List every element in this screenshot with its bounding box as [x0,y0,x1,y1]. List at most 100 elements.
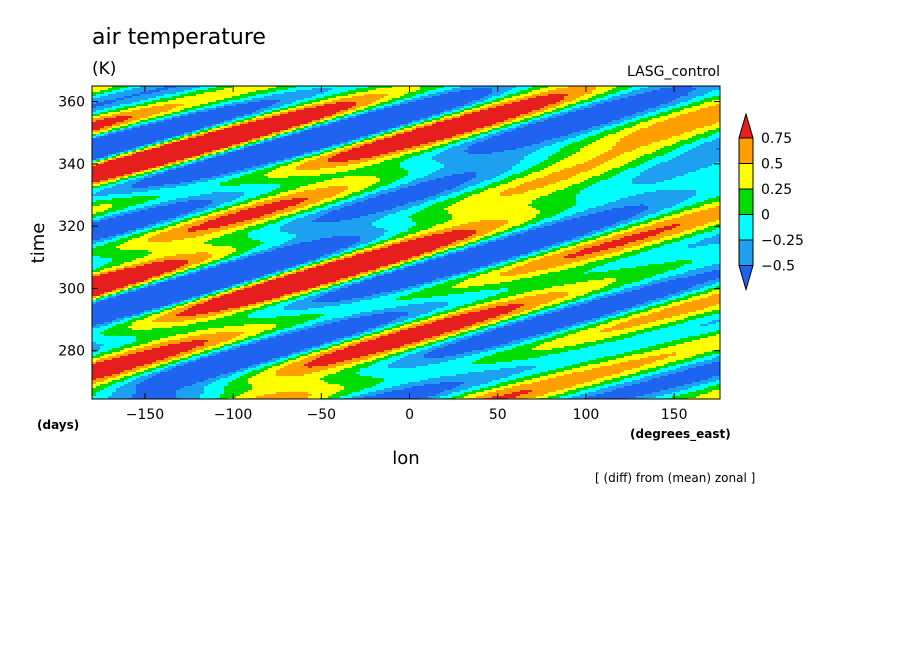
heatmap-cell [344,134,348,136]
heatmap-cell [204,96,208,98]
heatmap-cell [424,138,428,140]
heatmap-cell [232,124,236,126]
heatmap-cell [228,90,232,92]
heatmap-cell [592,136,596,138]
heatmap-cell [356,104,360,106]
heatmap-cell [620,128,624,130]
heatmap-cell [612,144,616,146]
heatmap-cell [632,120,636,122]
heatmap-cell [164,92,168,94]
heatmap-cell [656,96,660,98]
heatmap-cell [444,98,448,100]
heatmap-cell [308,112,312,114]
heatmap-cell [376,140,380,142]
heatmap-cell [592,90,596,92]
heatmap-cell [592,118,596,120]
heatmap-cell [276,134,280,136]
heatmap-cell [252,106,256,108]
heatmap-cell [460,124,464,126]
heatmap-cell [288,100,292,102]
heatmap-cell [708,134,712,136]
heatmap-cell [484,108,488,110]
heatmap-cell [196,148,200,150]
heatmap-cell [628,112,632,114]
heatmap-cell [208,92,212,94]
heatmap-cell [532,120,536,122]
heatmap-cell [576,92,580,94]
heatmap-cell [472,90,476,92]
heatmap-cell [412,110,416,112]
heatmap-cell [504,110,508,112]
heatmap-cell [476,112,480,114]
heatmap-cell [444,140,448,142]
heatmap-cell [660,138,664,140]
heatmap-cell [664,102,668,104]
heatmap-cell [476,148,480,150]
heatmap-cell [660,144,664,146]
heatmap-cell [612,104,616,106]
heatmap-cell [512,104,516,106]
heatmap-cell [680,130,684,132]
heatmap-cell [100,112,104,114]
heatmap-cell [712,146,716,148]
heatmap-cell [104,124,108,126]
heatmap-cell [296,124,300,126]
heatmap-cell [152,106,156,108]
heatmap-cell [112,96,116,98]
heatmap-cell [388,110,392,112]
heatmap-cell [220,120,224,122]
heatmap-cell [440,144,444,146]
heatmap-cell [368,96,372,98]
heatmap-cell [336,120,340,122]
heatmap-cell [136,112,140,114]
heatmap-cell [668,90,672,92]
heatmap-cell [256,118,260,120]
heatmap-cell [652,120,656,122]
heatmap-cell [184,110,188,112]
heatmap-cell [236,114,240,116]
heatmap-cell [708,118,712,120]
heatmap-cell [508,134,512,136]
heatmap-cell [468,122,472,124]
heatmap-cell [716,140,720,142]
heatmap-cell [688,114,692,116]
heatmap-cell [636,144,640,146]
heatmap-cell [400,136,404,138]
heatmap-cell [100,104,104,106]
heatmap-cell [184,114,188,116]
heatmap-cell [96,140,100,142]
heatmap-cell [692,120,696,122]
heatmap-cell [128,96,132,98]
heatmap-cell [572,118,576,120]
heatmap-cell [440,134,444,136]
heatmap-cell [348,118,352,120]
heatmap-cell [264,96,268,98]
heatmap-cell [144,146,148,148]
heatmap-cell [524,88,528,90]
heatmap-cell [516,128,520,130]
heatmap-cell [412,142,416,144]
heatmap-cell [144,118,148,120]
heatmap-cell [592,128,596,130]
heatmap-cell [604,110,608,112]
heatmap-cell [484,116,488,118]
heatmap-cell [396,144,400,146]
heatmap-cell [160,106,164,108]
heatmap-cell [232,148,236,150]
heatmap-cell [464,126,468,128]
heatmap-cell [232,104,236,106]
heatmap-cell [516,142,520,144]
heatmap-cell [464,132,468,134]
heatmap-cell [176,100,180,102]
heatmap-cell [688,100,692,102]
heatmap-cell [264,142,268,144]
heatmap-cell [172,112,176,114]
heatmap-cell [332,88,336,90]
heatmap-cell [324,106,328,108]
heatmap-cell [604,146,608,148]
heatmap-cell [176,96,180,98]
heatmap-cell [608,130,612,132]
heatmap-cell [260,104,264,106]
heatmap-cell [116,118,120,120]
heatmap-cell [540,106,544,108]
